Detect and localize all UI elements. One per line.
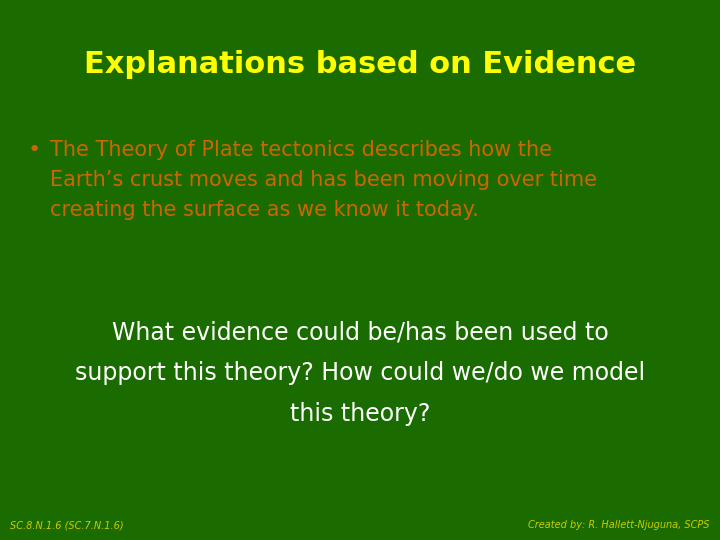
Text: •: • [28, 140, 41, 160]
Text: SC.8.N.1.6 (SC.7.N.1.6): SC.8.N.1.6 (SC.7.N.1.6) [10, 520, 124, 530]
Text: Earth’s crust moves and has been moving over time: Earth’s crust moves and has been moving … [50, 170, 597, 190]
Text: support this theory? How could we/do we model: support this theory? How could we/do we … [75, 361, 645, 385]
Text: Created by: R. Hallett-Njuguna, SCPS: Created by: R. Hallett-Njuguna, SCPS [528, 520, 710, 530]
Text: creating the surface as we know it today.: creating the surface as we know it today… [50, 200, 479, 220]
Text: The Theory of Plate tectonics describes how the: The Theory of Plate tectonics describes … [50, 140, 552, 160]
Text: this theory?: this theory? [290, 402, 430, 426]
Text: Explanations based on Evidence: Explanations based on Evidence [84, 50, 636, 79]
Text: What evidence could be/has been used to: What evidence could be/has been used to [112, 320, 608, 344]
